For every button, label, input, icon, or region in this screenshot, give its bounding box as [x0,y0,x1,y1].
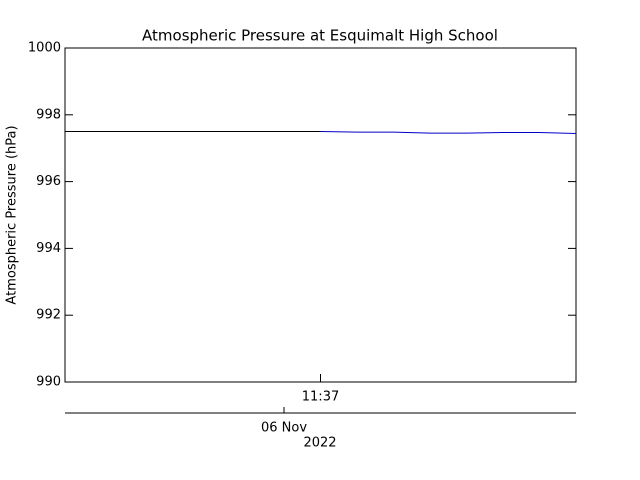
plot-frame [64,47,577,383]
x-tick-label: 11:37 [302,390,339,405]
date-label: 06 Nov [261,421,307,436]
chart-title: Atmospheric Pressure at Esquimalt High S… [142,27,498,45]
y-tick-label: 990 [36,375,61,390]
y-tick-label: 996 [36,174,61,189]
y-tick-label: 998 [36,107,61,122]
y-tick-label: 992 [36,308,61,323]
y-tick-label: 1000 [28,41,61,56]
y-tick-label: 994 [36,241,61,256]
data-line [320,131,577,135]
year-label: 2022 [303,436,336,451]
y-axis-label: Atmospheric Pressure (hPa) [5,125,20,304]
